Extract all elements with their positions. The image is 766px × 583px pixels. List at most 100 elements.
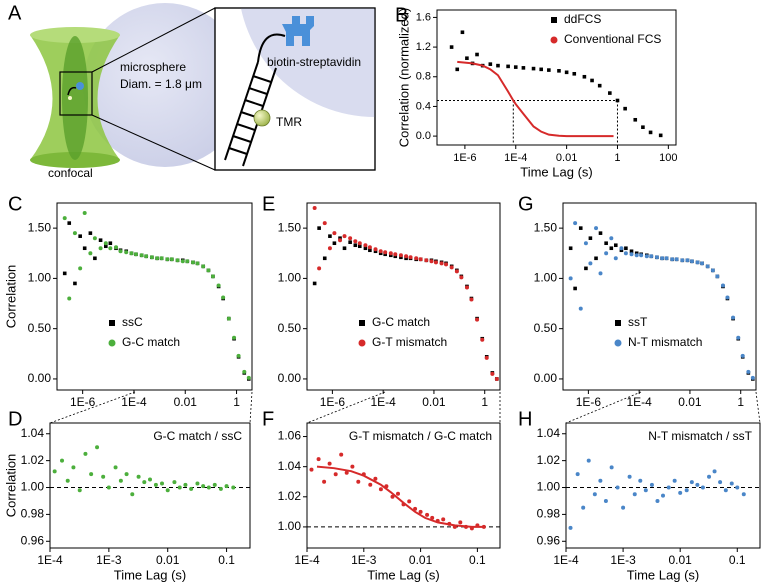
- data-point: [689, 259, 694, 264]
- data-point: [729, 481, 734, 486]
- data-point: [582, 74, 587, 79]
- beam-top: [30, 27, 120, 43]
- data-point: [129, 251, 134, 256]
- data-point: [623, 106, 627, 111]
- y-tick-label: 0.00: [28, 371, 52, 385]
- diagram-label: TMR: [276, 115, 302, 129]
- data-point: [367, 245, 372, 250]
- data-point: [680, 258, 685, 263]
- x-tick-label: 0.01: [409, 553, 433, 567]
- tether-small: [67, 86, 77, 96]
- data-point: [615, 98, 620, 103]
- legend-label: G-C match: [122, 335, 180, 349]
- data-point: [73, 281, 77, 286]
- data-point: [195, 261, 200, 266]
- data-point: [232, 335, 237, 340]
- data-point: [603, 498, 608, 503]
- x-tick-label: 0.1: [469, 553, 486, 567]
- x-tick-label: 1: [737, 395, 744, 409]
- data-point: [317, 266, 322, 271]
- data-point: [185, 259, 190, 264]
- panel-label: H: [518, 408, 532, 430]
- data-point: [322, 221, 327, 226]
- data-point: [189, 486, 194, 491]
- data-point: [638, 478, 643, 483]
- data-point: [327, 461, 332, 466]
- data-point: [643, 488, 648, 493]
- data-point: [83, 451, 88, 456]
- data-point: [373, 249, 378, 254]
- data-point: [649, 482, 654, 487]
- legend-label: ssT: [628, 315, 648, 329]
- x-tick-label: 1: [614, 152, 620, 164]
- data-point: [98, 238, 103, 242]
- data-point: [172, 480, 177, 485]
- x-tick-label: 1E-4: [37, 553, 63, 567]
- data-point: [210, 274, 215, 279]
- data-point: [333, 472, 338, 477]
- y-tick-label: 0.50: [534, 321, 558, 335]
- data-point: [578, 306, 583, 311]
- data-point: [399, 255, 403, 260]
- data-point: [674, 257, 679, 262]
- data-point: [378, 251, 383, 256]
- data-point: [144, 254, 149, 259]
- x-tick-label: 1E-4: [294, 553, 320, 567]
- data-point: [449, 45, 454, 49]
- x-tick-label: 1E-6: [320, 395, 346, 409]
- y-axis-title: Correlation: [3, 265, 18, 329]
- data-point: [670, 257, 675, 262]
- data-point: [449, 265, 454, 270]
- annotation: N-T mismatch / ssT: [648, 429, 752, 443]
- data-point: [458, 520, 463, 525]
- data-point: [725, 295, 730, 300]
- panel-label: E: [262, 193, 275, 215]
- data-point: [707, 474, 712, 479]
- data-point: [414, 256, 419, 261]
- y-tick-label: 1.02: [21, 453, 45, 467]
- data-point: [338, 238, 343, 243]
- data-point: [488, 62, 493, 66]
- x-axis-title: Time Lag (s): [367, 567, 439, 582]
- y-tick-label: 1.50: [28, 220, 52, 234]
- data-point: [418, 257, 423, 262]
- data-point: [700, 485, 705, 490]
- data-point: [378, 487, 383, 492]
- y-tick-label: 0.4: [416, 100, 431, 112]
- legend-marker: [550, 36, 558, 44]
- data-point: [597, 83, 602, 88]
- x-axis-title: Time Lag (s): [627, 567, 699, 582]
- data-point: [433, 260, 438, 265]
- data-point: [513, 65, 518, 69]
- plot-frame: [436, 9, 677, 146]
- plot-frame: [49, 422, 251, 549]
- data-point: [609, 246, 614, 251]
- data-point: [389, 253, 393, 258]
- data-point: [439, 261, 444, 266]
- data-point: [368, 248, 372, 253]
- data-point: [641, 125, 645, 129]
- y-tick-label: 1.2: [416, 41, 431, 53]
- data-point: [655, 498, 660, 503]
- data-point: [494, 376, 499, 381]
- data-point: [224, 484, 229, 489]
- data-point: [644, 254, 649, 259]
- data-point: [572, 71, 577, 76]
- data-point: [165, 257, 170, 262]
- panel-label: G: [518, 193, 534, 215]
- data-point: [332, 241, 337, 246]
- data-point: [155, 256, 160, 261]
- data-point: [629, 249, 634, 254]
- data-point: [632, 492, 637, 497]
- legend-label: G-T mismatch: [372, 335, 447, 349]
- data-point: [660, 256, 665, 261]
- data-point: [731, 315, 736, 320]
- data-point: [425, 512, 430, 517]
- y-tick-label: 1.04: [278, 459, 302, 473]
- data-point: [327, 246, 332, 251]
- data-point: [118, 478, 123, 483]
- data-point: [715, 274, 720, 279]
- data-point: [408, 255, 413, 260]
- plot-frame: [306, 202, 501, 391]
- data-point: [101, 474, 106, 479]
